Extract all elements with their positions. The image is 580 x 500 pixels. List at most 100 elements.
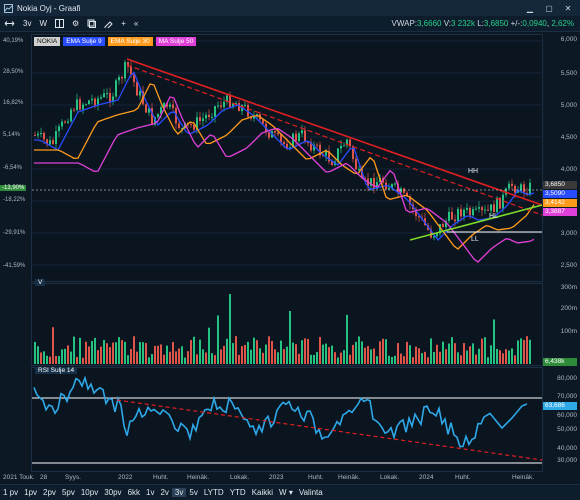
resistance-trendline xyxy=(126,58,542,206)
period-1day[interactable]: 1 pv xyxy=(3,488,19,497)
legend-ema30[interactable]: EMA Sulje 30 xyxy=(107,37,153,46)
volume-bar xyxy=(49,356,51,364)
annotation-hh: HH xyxy=(468,168,479,175)
legend-ma50[interactable]: MA Sulje 50 xyxy=(155,37,197,46)
volume-bar xyxy=(163,354,165,364)
candle-body xyxy=(418,216,420,218)
time-label: Huht. xyxy=(455,474,471,481)
selection-button[interactable]: Valinta xyxy=(298,488,323,497)
volume-bar xyxy=(79,337,81,364)
gear-icon[interactable]: ⚙ xyxy=(72,19,80,28)
volume-bar xyxy=(172,342,174,364)
maximize-icon[interactable]: ▢ xyxy=(545,3,553,13)
period-2pv[interactable]: 2pv xyxy=(43,488,56,497)
volume-bar xyxy=(319,336,321,364)
candle-body xyxy=(325,150,327,156)
volume-bar xyxy=(370,349,372,364)
volume-bar xyxy=(241,346,243,364)
period-ytd[interactable]: YTD xyxy=(229,488,246,497)
minimize-icon[interactable]: ▁ xyxy=(526,3,534,13)
volume-bar xyxy=(142,342,144,364)
period-10pv[interactable]: 10pv xyxy=(80,488,99,497)
candle-body xyxy=(463,209,465,217)
price-panel[interactable] xyxy=(31,34,543,282)
volume-bar xyxy=(55,356,57,364)
volume-bar xyxy=(103,339,105,364)
candle-body xyxy=(337,148,339,162)
volume-bar xyxy=(388,355,390,364)
stack-icon[interactable] xyxy=(83,17,100,31)
volume-bar xyxy=(295,344,297,364)
volume-bar xyxy=(136,351,138,364)
rsi-trendline xyxy=(116,399,542,461)
rsi-tick: 50,000 xyxy=(557,426,577,433)
draw-icon[interactable] xyxy=(100,17,117,31)
candle-body xyxy=(313,144,315,151)
candle-body xyxy=(304,130,306,143)
period-6kk[interactable]: 6kk xyxy=(127,488,141,497)
compare-icon[interactable] xyxy=(51,17,68,31)
time-label: 2022 xyxy=(118,474,133,481)
period-3v[interactable]: 3v xyxy=(171,488,187,497)
volume-bar xyxy=(469,346,471,364)
volume-bar xyxy=(328,347,330,364)
candle-body xyxy=(106,93,108,95)
collapse-button[interactable]: « xyxy=(133,19,139,28)
candle-body xyxy=(415,209,417,217)
close-icon[interactable]: ✕ xyxy=(564,3,572,13)
candle-body xyxy=(445,220,447,228)
w-button[interactable]: W xyxy=(39,19,48,28)
volume-bar xyxy=(526,336,528,364)
legend-ema9[interactable]: EMA Sulje 9 xyxy=(63,37,105,46)
legend-nokia[interactable]: NOKIA xyxy=(34,37,61,46)
period-lytd[interactable]: LYTD xyxy=(203,488,224,497)
rsi-panel[interactable]: RSI Sulje 14 xyxy=(31,367,543,472)
volume-bar xyxy=(289,311,291,364)
candle-body xyxy=(133,74,135,83)
volume-bar xyxy=(181,346,183,364)
period-2v[interactable]: 2v xyxy=(160,488,169,497)
percent-axis: 40,19% 28,50% 16,82% 5,14% -6,54% -18,22… xyxy=(0,34,31,282)
candle-body xyxy=(217,105,219,107)
period-5pv[interactable]: 5pv xyxy=(61,488,75,497)
period-30pv[interactable]: 30pv xyxy=(104,488,122,497)
volume-bar xyxy=(337,357,339,364)
volume-bar xyxy=(484,337,486,364)
ema30-tag: 3,4142 xyxy=(543,199,577,207)
candle-body xyxy=(340,145,342,149)
volume-bar xyxy=(445,349,447,364)
volume-bar xyxy=(412,357,414,364)
price-label: 4,000 xyxy=(560,166,577,173)
candle-body xyxy=(277,132,279,135)
interval-dropdown[interactable]: W ▾ xyxy=(279,488,293,497)
add-indicator-button[interactable]: + xyxy=(121,19,126,28)
period-1v[interactable]: 1v xyxy=(146,488,155,497)
period-kaikki[interactable]: Kaikki xyxy=(251,488,274,497)
candle-body xyxy=(352,146,354,159)
candle-body xyxy=(439,223,441,234)
time-label: 2023 xyxy=(269,474,284,481)
fit-icon[interactable] xyxy=(0,17,19,31)
volume-bar xyxy=(478,348,480,364)
candle-body xyxy=(478,207,480,209)
candle-body xyxy=(49,140,51,145)
volume-bar xyxy=(355,341,357,364)
candle-body xyxy=(487,209,489,211)
volume-bar xyxy=(52,327,54,364)
price-label: 4,500 xyxy=(560,134,577,141)
chart-toolbar: 3v W ⚙ + « VWAP:3,6660 V:3 232k L:3,6850… xyxy=(0,16,580,32)
volume-panel[interactable]: V xyxy=(31,279,543,366)
candle-body xyxy=(295,133,297,142)
period-5v[interactable]: 5v xyxy=(189,488,198,497)
range-button[interactable]: 3v xyxy=(23,19,32,28)
volume-bar xyxy=(100,346,102,364)
volume-bar xyxy=(211,353,213,364)
volume-bar xyxy=(121,340,123,364)
period-1pv[interactable]: 1pv xyxy=(24,488,38,497)
volume-bar xyxy=(73,336,75,364)
pct-label: -18,22% xyxy=(3,197,26,203)
volume-bar xyxy=(154,345,156,364)
volume-bar xyxy=(298,353,300,364)
volume-bar xyxy=(505,349,507,364)
legend: NOKIA EMA Sulje 9 EMA Sulje 30 MA Sulje … xyxy=(34,37,197,46)
